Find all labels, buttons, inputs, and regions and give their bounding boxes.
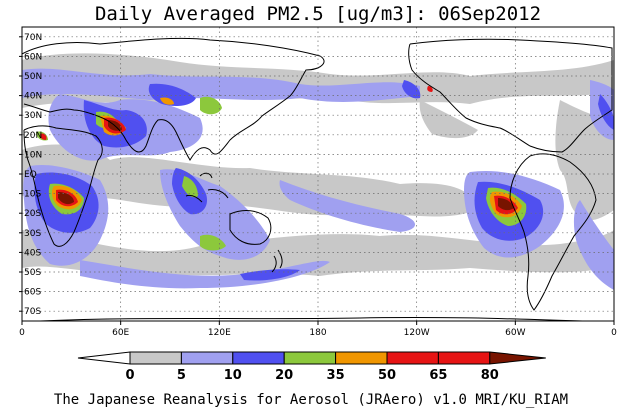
lat-tick-label: EQ [24,170,37,180]
lon-tick-label: 60W [505,328,525,338]
lon-tick-label: 0 [611,328,617,338]
lat-tick-label: 30N [24,111,42,121]
colorbar-label: 20 [275,368,293,383]
lat-tick-label: 20N [24,131,42,141]
colorbar-label: 80 [481,368,499,383]
lat-tick-label: 10S [24,190,41,200]
credit-text: The Japanese Reanalysis for Aerosol (JRA… [54,392,568,408]
colorbar-label: 10 [224,368,242,383]
lat-tick-label: 10N [24,150,42,160]
colorbar-label: 50 [378,368,396,383]
colorbar: 0 5 10 20 35 50 65 80 [77,351,546,383]
lat-tick-label: 30S [24,229,41,239]
lat-tick-label: 40N [24,92,42,102]
latitude-labels: 70N 60N 50N 40N 30N 20N 10N EQ 10S 20S 30S 40S 50S 60… [19,33,42,317]
longitude-labels: 0 60E 120E 180 120W 60W 0 [19,321,617,338]
colorbar-label: 0 [125,368,134,383]
colorbar-segment [232,351,285,365]
lat-tick-label: 60S [24,288,41,298]
lon-tick-label: 180 [309,328,326,338]
lat-tick-label: 70N [24,33,42,43]
lat-tick-label: 20S [24,209,41,219]
lat-tick-label: 40S [24,248,41,258]
lat-tick-label: 50N [24,72,42,82]
colorbar-segment [386,351,439,365]
colorbar-label: 5 [177,368,186,383]
colorbar-segment [335,351,388,365]
lat-tick-label: 50S [24,268,41,278]
lon-tick-label: 120W [404,328,430,338]
colorbar-label: 65 [429,368,447,383]
map-panel [22,27,614,321]
colorbar-segment [283,351,337,365]
lon-tick-label: 120E [208,328,231,338]
colorbar-segment [437,351,491,365]
coastlines [22,37,613,321]
colorbar-arrow-high [489,351,546,365]
lat-tick-label: 70S [24,307,41,317]
lon-tick-label: 0 [19,328,25,338]
map-title: Daily Averaged PM2.5 [ug/m3]: 06Sep2012 [95,3,541,25]
lat-tick-label: 60N [24,52,42,62]
colorbar-arrow-low [77,351,131,365]
lon-tick-label: 60E [112,328,129,338]
colorbar-label: 35 [327,368,345,383]
colorbar-segment [180,351,234,365]
colorbar-segment [129,351,182,365]
